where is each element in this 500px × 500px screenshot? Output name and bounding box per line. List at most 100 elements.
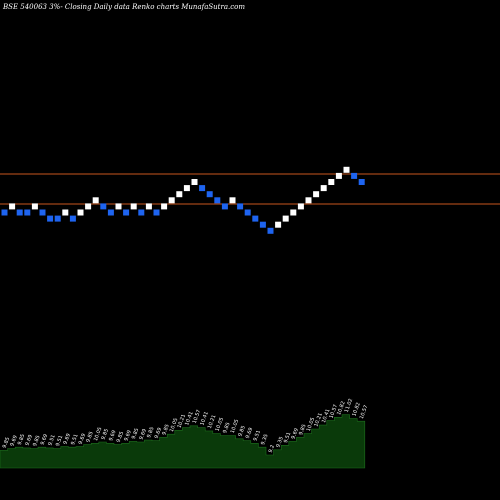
volume-label: 9.2: [268, 444, 276, 454]
renko-brick: [221, 203, 228, 210]
renko-brick: [244, 209, 251, 216]
volume-label: 9.85: [85, 431, 94, 444]
renko-brick: [313, 191, 320, 198]
volume-label: 10.21: [313, 412, 324, 428]
volume-label: 9.85: [146, 426, 155, 439]
volume-label: 10.41: [199, 411, 210, 427]
renko-brick: [107, 209, 114, 216]
renko-brick: [138, 209, 145, 216]
volume-label: 10.05: [169, 417, 180, 433]
renko-brick: [1, 209, 8, 216]
volume-label: 9.69: [78, 433, 87, 446]
renko-brick: [16, 209, 23, 216]
volume-label: 9.85: [101, 428, 110, 441]
renko-brick: [259, 221, 266, 228]
volume-label: 9.51: [253, 429, 262, 442]
renko-brick: [123, 209, 130, 216]
renko-brick: [214, 197, 221, 204]
renko-brick: [206, 191, 213, 198]
renko-brick: [343, 166, 350, 173]
volume-label: 10.82: [351, 402, 362, 418]
renko-brick: [252, 215, 259, 222]
volume-label: 9.69: [25, 434, 34, 447]
volume-label: 9.85: [237, 425, 246, 438]
renko-brick: [145, 203, 152, 210]
volume-label: 10.41: [321, 408, 332, 424]
renko-brick: [153, 209, 160, 216]
volume-label: 9.69: [291, 428, 300, 441]
volume-label: 9.69: [40, 433, 49, 446]
volume-label: 9.69: [63, 433, 72, 446]
volume-label: 10.57: [359, 404, 370, 420]
renko-brick: [237, 203, 244, 210]
renko-brick: [358, 179, 365, 185]
renko-brick: [115, 203, 122, 210]
renko-brick: [39, 209, 46, 216]
renko-brick: [54, 215, 61, 222]
volume-label: 9.69: [108, 429, 117, 442]
volume-label: 9.69: [123, 429, 132, 442]
volume-label: 10.41: [184, 411, 195, 427]
volume-label: 9.85: [131, 428, 140, 441]
renko-brick: [62, 209, 69, 216]
volume-label: 10.05: [93, 426, 104, 442]
renko-brick: [31, 203, 38, 210]
volume-label: 9.85: [161, 424, 170, 437]
renko-brick: [199, 185, 206, 192]
volume-label: 9.69: [245, 427, 254, 440]
renko-brick: [267, 227, 274, 234]
renko-brick: [168, 197, 175, 204]
volume-label: 9.85: [32, 435, 41, 448]
volume-label: 11.02: [344, 398, 355, 414]
renko-brick: [320, 185, 327, 192]
renko-brick: [305, 197, 312, 204]
renko-brick: [290, 209, 297, 216]
volume-label: 9.69: [139, 428, 148, 441]
renko-brick: [9, 203, 16, 210]
renko-brick: [328, 179, 335, 185]
renko-brick: [85, 203, 92, 210]
volume-label: 10.21: [207, 414, 218, 430]
volume-label: 9.85: [222, 422, 231, 435]
volume-label: 9.35: [260, 433, 269, 446]
volume-label: 10.05: [306, 417, 317, 433]
renko-brick: [351, 172, 358, 179]
renko-brick: [100, 203, 107, 210]
volume-label: 9.35: [275, 436, 284, 449]
renko-brick: [191, 179, 198, 185]
renko-brick: [229, 197, 236, 204]
volume-label: 10.05: [215, 417, 226, 433]
renko-brick: [77, 209, 84, 216]
volume-label: 9.85: [298, 424, 307, 437]
renko-brick: [47, 215, 54, 222]
volume-label: 9.51: [55, 435, 64, 448]
renko-brick: [69, 215, 76, 222]
volume-label: 10.05: [230, 419, 241, 435]
volume-label: 9.85: [116, 431, 125, 444]
volume-label: 9.51: [283, 431, 292, 444]
renko-brick: [176, 191, 183, 198]
renko-brick: [275, 221, 282, 228]
volume-label: 10.82: [336, 400, 347, 416]
chart-title: BSE 540063 3%- Closing Daily data Renko …: [3, 3, 246, 11]
volume-label: 9.85: [2, 437, 11, 450]
volume-label: 9.69: [9, 435, 18, 448]
renko-brick: [282, 215, 289, 222]
renko-brick: [335, 172, 342, 179]
volume-label: 9.51: [47, 434, 56, 447]
volume-label: 10.57: [329, 404, 340, 420]
renko-brick: [297, 203, 304, 210]
renko-brick: [130, 203, 137, 210]
volume-area: [0, 414, 366, 469]
renko-brick: [24, 209, 31, 216]
volume-label: 9.51: [70, 433, 79, 446]
renko-brick: [92, 197, 99, 204]
renko-brick: [183, 185, 190, 192]
renko-brick: [161, 203, 168, 210]
volume-label: 10.21: [177, 413, 188, 429]
volume-label: 9.69: [154, 427, 163, 440]
volume-label: 10.57: [192, 409, 203, 425]
volume-label: 9.85: [17, 433, 26, 446]
